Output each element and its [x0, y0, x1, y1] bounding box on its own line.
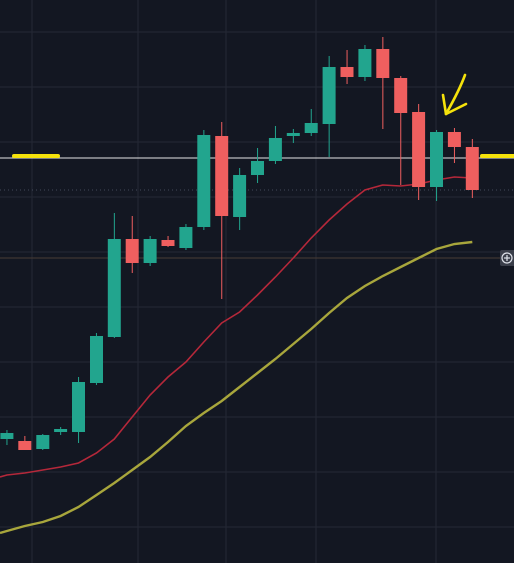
candle-body	[304, 123, 318, 133]
candle-20	[358, 45, 372, 81]
candle-1	[18, 436, 32, 450]
candle-body	[251, 161, 264, 175]
candle-body	[125, 239, 139, 263]
candle-16	[286, 129, 300, 143]
candle-body	[107, 239, 121, 337]
candle-11	[197, 130, 211, 230]
candle-body	[36, 435, 50, 449]
candle-body	[0, 433, 14, 439]
candle-body	[72, 382, 85, 432]
candle-12	[215, 122, 229, 299]
candle-5	[90, 333, 103, 385]
candle-19	[340, 50, 354, 84]
candle-body	[161, 240, 175, 246]
candle-13	[233, 168, 247, 230]
candle-body	[54, 429, 68, 432]
candle-body	[268, 138, 282, 161]
candle-23	[412, 104, 426, 200]
candle-body	[215, 136, 229, 216]
candle-body	[376, 49, 390, 78]
candle-body	[286, 133, 300, 136]
candle-6	[107, 213, 121, 338]
candle-17	[304, 109, 318, 136]
arrow-shaft	[444, 73, 467, 116]
candle-14	[251, 148, 264, 183]
candle-body	[465, 147, 479, 190]
ma-slow-line	[0, 240, 473, 535]
candle-9	[161, 236, 175, 247]
candle-10	[179, 224, 193, 250]
candle-3	[54, 427, 68, 435]
candle-body	[233, 175, 247, 217]
candle-body	[179, 227, 193, 248]
candle-body	[90, 336, 103, 383]
candle-2	[36, 434, 50, 450]
crosshair-plus-button[interactable]	[500, 250, 514, 266]
candle-body	[18, 441, 32, 450]
candle-25	[447, 128, 461, 163]
candle-body	[340, 67, 354, 77]
candle-body	[322, 67, 336, 124]
plus-circle-icon	[501, 252, 513, 264]
candle-body	[394, 78, 408, 113]
candle-body	[358, 49, 372, 77]
candle-body	[412, 112, 426, 187]
candle-18	[322, 56, 336, 157]
candle-26	[465, 139, 479, 198]
candle-15	[268, 126, 282, 164]
candle-body	[143, 239, 157, 263]
candle-8	[143, 236, 157, 266]
candle-body	[447, 132, 461, 147]
candle-4	[72, 377, 85, 443]
candle-0	[0, 430, 14, 445]
candle-22	[394, 76, 408, 185]
arrow-head	[441, 93, 468, 116]
candle-body	[197, 135, 211, 227]
hand-drawn-arrow	[441, 73, 468, 116]
ma-fast-line	[0, 176, 473, 478]
candle-24	[430, 130, 443, 201]
candle-body	[430, 132, 443, 187]
candle-21	[376, 37, 390, 129]
candle-7	[125, 216, 139, 273]
